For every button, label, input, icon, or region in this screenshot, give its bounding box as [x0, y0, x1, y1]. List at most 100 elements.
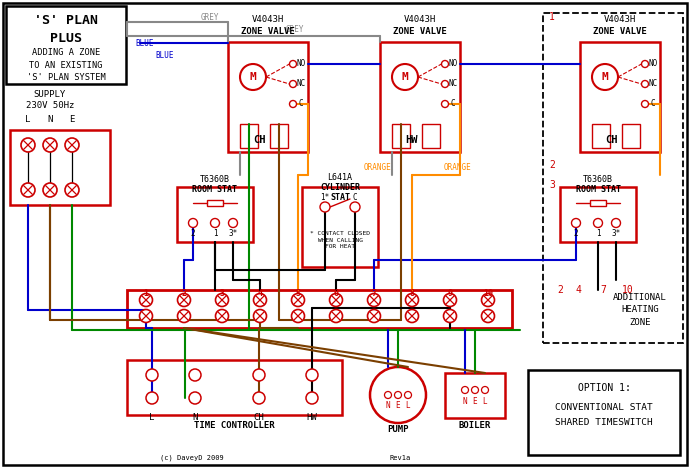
Circle shape [177, 309, 190, 322]
Text: ORANGE: ORANGE [364, 163, 392, 173]
Text: NC: NC [649, 80, 658, 88]
Circle shape [482, 387, 489, 394]
Circle shape [442, 60, 448, 67]
Bar [445, 373, 505, 418]
Circle shape [330, 293, 342, 307]
Bar [422, 124, 440, 148]
Circle shape [306, 369, 318, 381]
Text: 10: 10 [622, 285, 634, 295]
Text: V4043H: V4043H [604, 15, 636, 24]
Text: 2: 2 [190, 228, 195, 237]
Bar [592, 124, 610, 148]
Text: BLUE: BLUE [136, 38, 155, 47]
Circle shape [368, 293, 380, 307]
Circle shape [210, 219, 219, 227]
Text: 2: 2 [181, 290, 186, 299]
Text: V4043H: V4043H [252, 15, 284, 24]
Circle shape [290, 60, 297, 67]
Text: NC: NC [448, 80, 457, 88]
Text: C: C [353, 192, 357, 202]
Circle shape [306, 392, 318, 404]
Text: ZONE VALVE: ZONE VALVE [393, 27, 447, 36]
Text: 2: 2 [549, 160, 555, 170]
Bar [302, 187, 378, 267]
Text: 2: 2 [557, 285, 563, 295]
Text: 1: 1 [549, 12, 555, 22]
Text: 7: 7 [600, 285, 606, 295]
Circle shape [215, 293, 228, 307]
Text: T6360B: T6360B [200, 176, 230, 184]
Circle shape [611, 219, 620, 227]
Text: OPTION 1:: OPTION 1: [578, 383, 631, 393]
Bar [10, 130, 110, 205]
Circle shape [146, 392, 158, 404]
Circle shape [253, 369, 265, 381]
Circle shape [404, 392, 411, 398]
Bar [270, 124, 288, 148]
Text: NO: NO [649, 59, 658, 68]
Bar [240, 124, 258, 148]
Text: Rev1a: Rev1a [389, 455, 411, 461]
Text: L: L [406, 401, 411, 410]
Text: BLUE: BLUE [156, 51, 175, 59]
Circle shape [290, 80, 297, 88]
Circle shape [471, 387, 478, 394]
Text: 2: 2 [573, 228, 578, 237]
Circle shape [330, 309, 342, 322]
Text: ADDING A ZONE
TO AN EXISTING
'S' PLAN SYSTEM: ADDING A ZONE TO AN EXISTING 'S' PLAN SY… [27, 48, 106, 82]
Text: GREY: GREY [201, 14, 219, 22]
Circle shape [146, 369, 158, 381]
Circle shape [350, 202, 360, 212]
Text: L641A: L641A [328, 174, 353, 183]
Circle shape [291, 309, 304, 322]
Circle shape [177, 293, 190, 307]
Text: HW: HW [406, 135, 418, 145]
Text: GREY: GREY [286, 25, 304, 35]
Text: NC: NC [297, 80, 306, 88]
Circle shape [215, 309, 228, 322]
Text: 1: 1 [595, 228, 600, 237]
Circle shape [482, 293, 495, 307]
Text: 'S' PLAN
PLUS: 'S' PLAN PLUS [34, 15, 98, 45]
Circle shape [406, 309, 419, 322]
Text: ZONE VALVE: ZONE VALVE [593, 27, 647, 36]
Circle shape [395, 392, 402, 398]
Circle shape [240, 64, 266, 90]
Text: 1: 1 [144, 290, 148, 299]
Circle shape [442, 80, 448, 88]
Bar [207, 200, 223, 206]
Bar [392, 124, 410, 148]
Text: 6: 6 [333, 290, 339, 299]
Text: CONVENTIONAL STAT
SHARED TIMESWITCH: CONVENTIONAL STAT SHARED TIMESWITCH [555, 403, 653, 427]
Text: 5: 5 [295, 290, 301, 299]
Circle shape [21, 138, 35, 152]
Circle shape [444, 309, 457, 322]
Text: * CONTACT CLOSED
WHEN CALLING
FOR HEAT: * CONTACT CLOSED WHEN CALLING FOR HEAT [310, 231, 370, 249]
Circle shape [642, 60, 649, 67]
Text: N: N [463, 397, 467, 407]
Circle shape [320, 202, 330, 212]
Text: HW: HW [306, 412, 317, 422]
Bar [380, 42, 460, 152]
Text: (c) DaveyD 2009: (c) DaveyD 2009 [160, 455, 224, 461]
Text: 1: 1 [213, 228, 217, 237]
Text: L: L [149, 412, 155, 422]
Circle shape [384, 392, 391, 398]
Text: TIME CONTROLLER: TIME CONTROLLER [194, 421, 275, 430]
Text: T6360B: T6360B [583, 176, 613, 184]
Text: M: M [402, 72, 408, 82]
Text: E: E [395, 401, 400, 410]
Circle shape [43, 183, 57, 197]
Text: 3: 3 [549, 180, 555, 190]
Text: V4043H: V4043H [404, 15, 436, 24]
Text: N: N [193, 412, 198, 422]
Text: 1*: 1* [320, 192, 330, 202]
Circle shape [368, 309, 380, 322]
Text: 10: 10 [483, 290, 493, 299]
Circle shape [406, 293, 419, 307]
Text: CH: CH [254, 412, 264, 422]
Circle shape [392, 64, 418, 90]
Circle shape [189, 369, 201, 381]
Circle shape [43, 138, 57, 152]
Circle shape [370, 367, 426, 423]
